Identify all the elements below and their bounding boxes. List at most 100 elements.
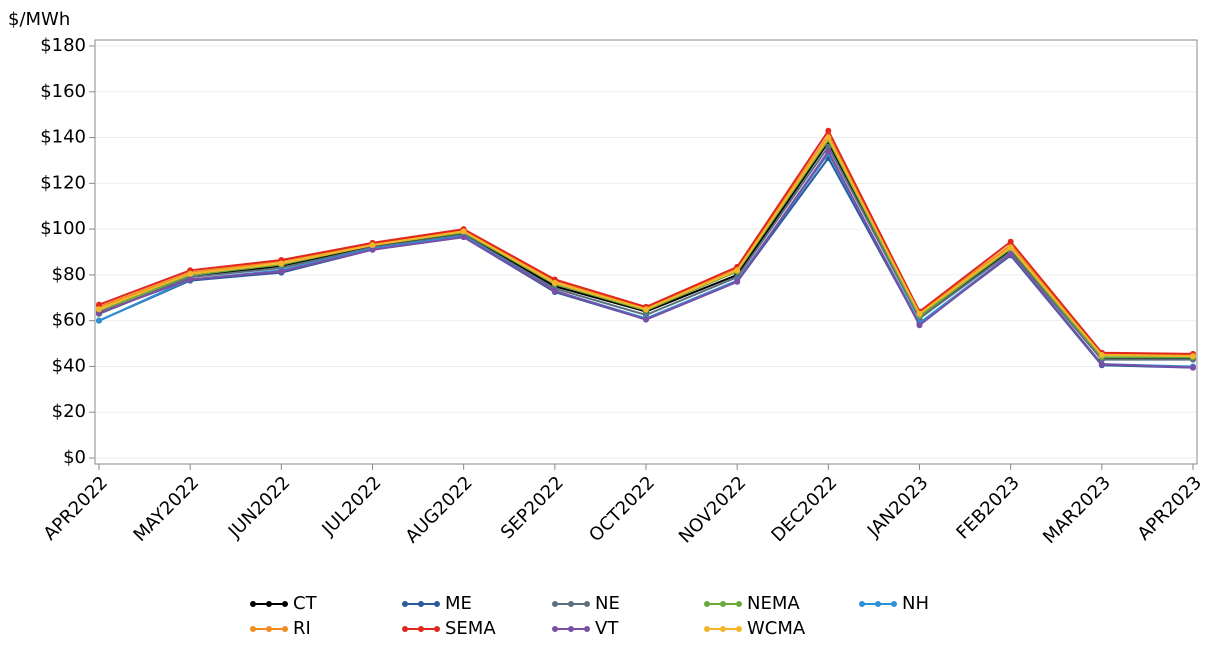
y-tick-label: $20 (52, 401, 86, 422)
legend-item (859, 601, 897, 607)
series-line (98, 144, 1193, 361)
x-tick-label: MAY2022 (130, 472, 204, 546)
legend-item (552, 626, 590, 632)
legend-swatch (266, 626, 272, 632)
data-point (1007, 251, 1014, 258)
legend-swatch (568, 601, 574, 607)
legend-label: WCMA (747, 618, 806, 639)
x-tick-label: APR2022 (40, 472, 112, 544)
legend-swatch (418, 601, 424, 607)
legend-swatch (875, 601, 881, 607)
legend-item (402, 626, 440, 632)
legend-swatch (720, 601, 726, 607)
x-tick-label: JAN2023 (863, 472, 933, 542)
x-tick-label: DEC2022 (767, 472, 841, 546)
legend-swatch (704, 626, 710, 632)
data-point (187, 270, 194, 277)
x-tick-label: SEP2022 (497, 472, 568, 543)
legend-swatch (434, 626, 440, 632)
y-tick-label: $100 (40, 218, 86, 239)
legend-swatch (434, 601, 440, 607)
y-tick-label: $60 (52, 310, 86, 331)
series-line (98, 151, 1194, 368)
legend-label: CT (293, 593, 318, 614)
x-tick-label: JUL2022 (317, 472, 385, 540)
data-point (460, 234, 467, 241)
plot-frame (94, 39, 1198, 465)
x-tick-label: JUN2022 (224, 472, 295, 543)
legend-item (704, 601, 742, 607)
data-point (1190, 353, 1196, 360)
x-tick-label: NOV2022 (675, 472, 750, 547)
data-point (1098, 361, 1105, 368)
legend-item (552, 601, 590, 607)
legend-swatch (720, 626, 726, 632)
legend-swatch (266, 601, 272, 607)
legend-label: RI (293, 618, 311, 639)
data-point (916, 322, 923, 329)
data-point (369, 242, 376, 249)
legend-swatch (736, 601, 742, 607)
legend-swatch (552, 626, 558, 632)
data-point (1190, 364, 1196, 371)
legend-item (402, 601, 440, 607)
data-point (96, 317, 102, 324)
y-tick-label: $120 (40, 172, 86, 193)
data-point (825, 134, 832, 141)
y-tick-label: $180 (40, 35, 86, 56)
data-point (643, 306, 649, 313)
legend-swatch (859, 601, 865, 607)
legend-swatch (418, 626, 424, 632)
legend-swatch (704, 601, 710, 607)
legend-item (250, 601, 288, 607)
legend-label: ME (445, 593, 472, 614)
legend-swatch (282, 601, 288, 607)
legend-swatch (402, 601, 408, 607)
legend-swatch (736, 626, 742, 632)
y-tick-label: $80 (52, 264, 86, 285)
series-line (98, 135, 1194, 358)
data-point (1007, 238, 1014, 245)
x-tick-label: FEB2023 (952, 472, 1023, 543)
x-tick-label: APR2023 (1134, 472, 1206, 544)
data-point (551, 279, 558, 286)
data-point (96, 306, 102, 313)
data-point (96, 301, 102, 308)
y-tick-label: $0 (63, 447, 86, 468)
legend-label: NEMA (747, 593, 800, 614)
data-point (734, 278, 741, 285)
y-tick-label: $160 (40, 81, 86, 102)
legend-label: VT (595, 618, 619, 639)
y-tick-label: $140 (40, 127, 86, 148)
data-point (825, 127, 832, 134)
data-point (916, 310, 923, 317)
x-tick-label: OCT2022 (585, 472, 659, 546)
legend-swatch (584, 601, 590, 607)
y-axis-label: $/MWh (8, 9, 70, 30)
legend-swatch (552, 601, 558, 607)
data-point (825, 148, 832, 155)
data-point (369, 246, 376, 253)
x-tick-label: MAR2023 (1039, 472, 1115, 548)
data-point (643, 316, 649, 323)
series-line (98, 137, 1193, 359)
x-tick-label: AUG2022 (402, 472, 477, 547)
legend-swatch (891, 601, 897, 607)
legend-swatch (584, 626, 590, 632)
legend-swatch (402, 626, 408, 632)
legend-swatch (568, 626, 574, 632)
legend-label: NE (595, 593, 620, 614)
legend-swatch (250, 601, 256, 607)
data-point (1098, 352, 1105, 358)
legend-item (704, 626, 742, 632)
data-point (734, 267, 741, 274)
legend-swatch (282, 626, 288, 632)
y-tick-label: $40 (52, 355, 86, 376)
data-point (460, 228, 467, 235)
legend-swatch (250, 626, 256, 632)
data-point (551, 287, 558, 294)
legend-label: NH (902, 593, 929, 614)
data-point (187, 276, 194, 283)
data-point (278, 268, 285, 275)
